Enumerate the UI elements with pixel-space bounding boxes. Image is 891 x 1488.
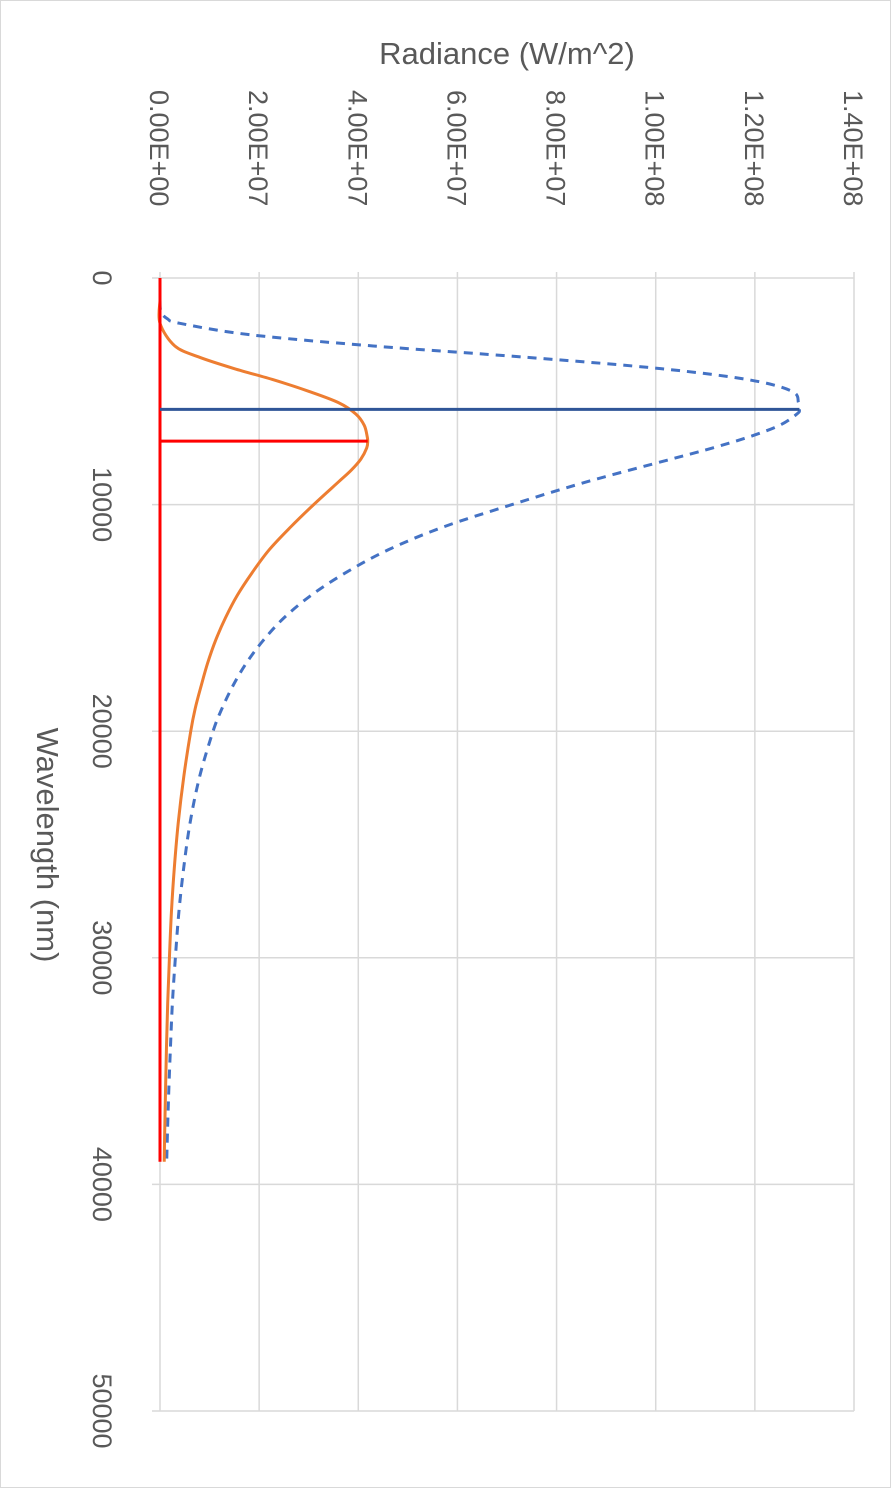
plot-series [157, 277, 802, 1162]
radiance-tick-label: 2.00E+07 [243, 90, 273, 206]
y-axis-title: Radiance (W/m^2) [379, 36, 635, 71]
radiance-tick-label: 1.00E+08 [640, 90, 670, 206]
wavelength-tick-label: 40000 [87, 1147, 117, 1222]
peak-markers [160, 407, 800, 443]
gridlines [152, 272, 855, 1412]
wavelength-tick-label: 30000 [87, 920, 117, 995]
radiance-tick-label: 0.00E+00 [144, 90, 174, 206]
wavelength-tick-label: 10000 [87, 467, 117, 542]
radiance-tick-label: 4.00E+07 [342, 90, 372, 206]
tick-labels: 0.00E+00 2.00E+07 4.00E+07 6.00E+07 8.00E+07… [87, 90, 868, 1449]
series-line-1 [158, 300, 802, 1162]
radiance-tick-label: 6.00E+07 [441, 90, 471, 206]
radiance-tick-label: 1.20E+08 [739, 90, 769, 206]
wavelength-tick-label: 50000 [87, 1373, 117, 1448]
wavelength-tick-label: 0 [87, 270, 117, 285]
series-line-2 [157, 300, 370, 1162]
radiance-tick-label: 1.40E+08 [838, 90, 868, 206]
wavelength-tick-label: 20000 [87, 694, 117, 769]
radiance-tick-label: 8.00E+07 [541, 90, 571, 206]
x-axis-title: Wavelength (nm) [30, 728, 65, 963]
